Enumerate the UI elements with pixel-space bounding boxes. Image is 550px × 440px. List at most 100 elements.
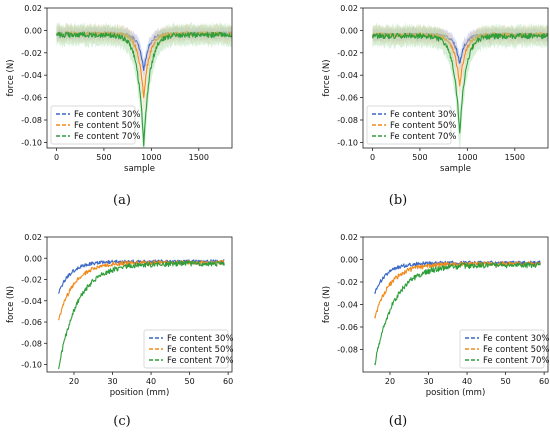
legend-box-d bbox=[459, 329, 545, 369]
y-tick-label-d-0: 0.02 bbox=[340, 233, 358, 242]
chart-a-svg: 0.02 0.00 -0.02 -0.04 -0.06 -0.08 -0.10 0 500 100… bbox=[6, 4, 233, 174]
y-axis-label-b: force (N) bbox=[322, 59, 332, 96]
legend-box-c bbox=[143, 329, 229, 369]
chart-panel-a: 0.02 0.00 -0.02 -0.04 -0.06 -0.08 -0.10 0 500 100… bbox=[0, 0, 275, 190]
y-tick-label-a-1: 0.00 bbox=[24, 26, 42, 35]
caption-b: (b) bbox=[388, 193, 408, 208]
caption-c: (c) bbox=[113, 414, 131, 429]
y-tick-label-c-2: -0.02 bbox=[21, 276, 42, 285]
series-line-c-3 bbox=[58, 260, 225, 370]
chart-b-plot-area bbox=[371, 22, 548, 148]
y-tick-label-b-2: -0.02 bbox=[337, 49, 358, 58]
y-tick-label-c-0: 0.02 bbox=[24, 233, 42, 242]
x-tick-label-d-2: 40 bbox=[462, 377, 472, 386]
y-tick-label-c-3: -0.04 bbox=[21, 297, 42, 306]
chart-a-frame bbox=[46, 7, 233, 149]
legend-label-c-3: Fe content 70% bbox=[167, 356, 234, 366]
y-tick-label-c-1: 0.00 bbox=[24, 254, 42, 263]
x-tick-label-a-2: 1000 bbox=[141, 153, 161, 162]
chart-panel-c: 0.02 0.00 -0.02 -0.04 -0.06 -0.08 -0.10 20 30 40 5… bbox=[0, 230, 275, 410]
chart-d-content: 0.02 0.00 -0.02 -0.04 -0.06 -0.08 20 30 40 50 60 po… bbox=[322, 233, 550, 398]
y-tick-label-d-2: -0.02 bbox=[337, 278, 358, 287]
x-tick-label-c-0: 20 bbox=[69, 377, 79, 386]
x-tick-label-b-1: 500 bbox=[412, 153, 427, 162]
x-tick-label-c-1: 30 bbox=[107, 377, 117, 386]
y-tick-label-b-1: 0.00 bbox=[340, 26, 358, 35]
x-tick-label-b-2: 1000 bbox=[457, 153, 477, 162]
legend-b: Fe content 30%Fe content 50%Fe content 7… bbox=[366, 105, 457, 145]
x-tick-label-d-0: 20 bbox=[385, 377, 395, 386]
legend-d: Fe content 30%Fe content 50%Fe content 7… bbox=[459, 329, 550, 369]
legend-label-b-3: Fe content 70% bbox=[390, 132, 457, 142]
y-tick-label-a-6: -0.10 bbox=[21, 138, 42, 147]
chart-d-svg: 0.02 0.00 -0.02 -0.04 -0.06 -0.08 20 30 40 50 60 po… bbox=[322, 233, 550, 398]
y-tick-label-b-6: -0.10 bbox=[337, 138, 358, 147]
y-tick-label-b-3: -0.04 bbox=[337, 71, 358, 80]
y-tick-label-b-0: 0.02 bbox=[340, 4, 358, 13]
x-tick-label-c-4: 60 bbox=[223, 377, 233, 386]
x-tick-label-d-4: 60 bbox=[539, 377, 549, 386]
legend-label-a-2: Fe content 50% bbox=[74, 121, 141, 131]
series-line-c-2 bbox=[58, 259, 225, 321]
x-tick-label-b-3: 1500 bbox=[505, 153, 525, 162]
x-axis-label-a: sample bbox=[124, 164, 155, 174]
y-tick-label-a-3: -0.04 bbox=[21, 71, 42, 80]
legend-box-b bbox=[366, 105, 452, 145]
chart-c-svg: 0.02 0.00 -0.02 -0.04 -0.06 -0.08 -0.10 20 30 40 5… bbox=[6, 233, 234, 398]
legend-label-b-1: Fe content 30% bbox=[390, 110, 457, 120]
legend-box-a bbox=[50, 105, 136, 145]
y-tick-label-d-4: -0.06 bbox=[337, 323, 358, 332]
y-tick-label-d-1: 0.00 bbox=[340, 256, 358, 265]
chart-c-content: 0.02 0.00 -0.02 -0.04 -0.06 -0.08 -0.10 20 30 40 5… bbox=[6, 233, 234, 398]
y-tick-label-c-5: -0.08 bbox=[21, 339, 42, 348]
y-tick-label-b-4: -0.06 bbox=[337, 94, 358, 103]
y-tick-label-a-0: 0.02 bbox=[24, 4, 42, 13]
y-tick-label-d-3: -0.04 bbox=[337, 301, 358, 310]
legend-label-d-1: Fe content 30% bbox=[483, 334, 550, 344]
y-tick-label-a-4: -0.06 bbox=[21, 94, 42, 103]
caption-a: (a) bbox=[113, 193, 131, 208]
series-line-d-2 bbox=[374, 261, 541, 319]
legend-label-d-3: Fe content 70% bbox=[483, 356, 550, 366]
legend-label-a-1: Fe content 30% bbox=[74, 110, 141, 120]
chart-c-frame bbox=[46, 236, 233, 373]
chart-b-frame bbox=[362, 7, 549, 149]
legend-c: Fe content 30%Fe content 50%Fe content 7… bbox=[143, 329, 234, 369]
chart-a-plot-area bbox=[55, 21, 232, 148]
x-tick-label-d-1: 30 bbox=[423, 377, 433, 386]
y-tick-label-c-4: -0.06 bbox=[21, 318, 42, 327]
chart-b-content: 0.02 0.00 -0.02 -0.04 -0.06 -0.08 -0.10 0 500 100… bbox=[322, 4, 549, 174]
series-band-a-1 bbox=[56, 25, 232, 81]
x-tick-label-c-3: 50 bbox=[185, 377, 195, 386]
chart-panel-b: 0.02 0.00 -0.02 -0.04 -0.06 -0.08 -0.10 0 500 100… bbox=[275, 0, 550, 190]
legend-label-d-2: Fe content 50% bbox=[483, 345, 550, 355]
y-tick-label-a-5: -0.08 bbox=[21, 116, 42, 125]
series-line-b-3 bbox=[371, 32, 548, 134]
y-tick-label-b-5: -0.08 bbox=[337, 116, 358, 125]
y-axis-label-d: force (N) bbox=[322, 286, 332, 323]
series-line-d-3 bbox=[374, 262, 541, 366]
legend-label-b-2: Fe content 50% bbox=[390, 121, 457, 131]
y-tick-label-c-6: -0.10 bbox=[21, 361, 42, 370]
y-tick-label-a-2: -0.02 bbox=[21, 49, 42, 58]
x-tick-label-d-3: 50 bbox=[501, 377, 511, 386]
legend-a: Fe content 30%Fe content 50%Fe content 7… bbox=[50, 105, 141, 145]
series-line-a-3 bbox=[55, 31, 232, 147]
chart-d-plot-area bbox=[374, 260, 541, 366]
legend-label-a-3: Fe content 70% bbox=[74, 132, 141, 142]
caption-d: (d) bbox=[388, 414, 408, 429]
legend-label-c-2: Fe content 50% bbox=[167, 345, 234, 355]
y-axis-label-a: force (N) bbox=[6, 59, 16, 96]
x-axis-label-b: sample bbox=[440, 164, 471, 174]
x-tick-label-a-1: 500 bbox=[96, 153, 111, 162]
legend-label-c-1: Fe content 30% bbox=[167, 334, 234, 344]
chart-b-svg: 0.02 0.00 -0.02 -0.04 -0.06 -0.08 -0.10 0 500 100… bbox=[322, 4, 549, 174]
x-axis-label-c: position (mm) bbox=[110, 388, 170, 398]
y-axis-label-c: force (N) bbox=[6, 286, 16, 323]
x-axis-label-d: position (mm) bbox=[426, 388, 486, 398]
x-tick-label-a-3: 1500 bbox=[189, 153, 209, 162]
chart-a-content: 0.02 0.00 -0.02 -0.04 -0.06 -0.08 -0.10 0 500 100… bbox=[6, 4, 233, 174]
y-tick-label-d-5: -0.08 bbox=[337, 346, 358, 355]
chart-panel-d: 0.02 0.00 -0.02 -0.04 -0.06 -0.08 20 30 40 50 60 po… bbox=[275, 230, 550, 410]
x-tick-label-c-2: 40 bbox=[146, 377, 156, 386]
